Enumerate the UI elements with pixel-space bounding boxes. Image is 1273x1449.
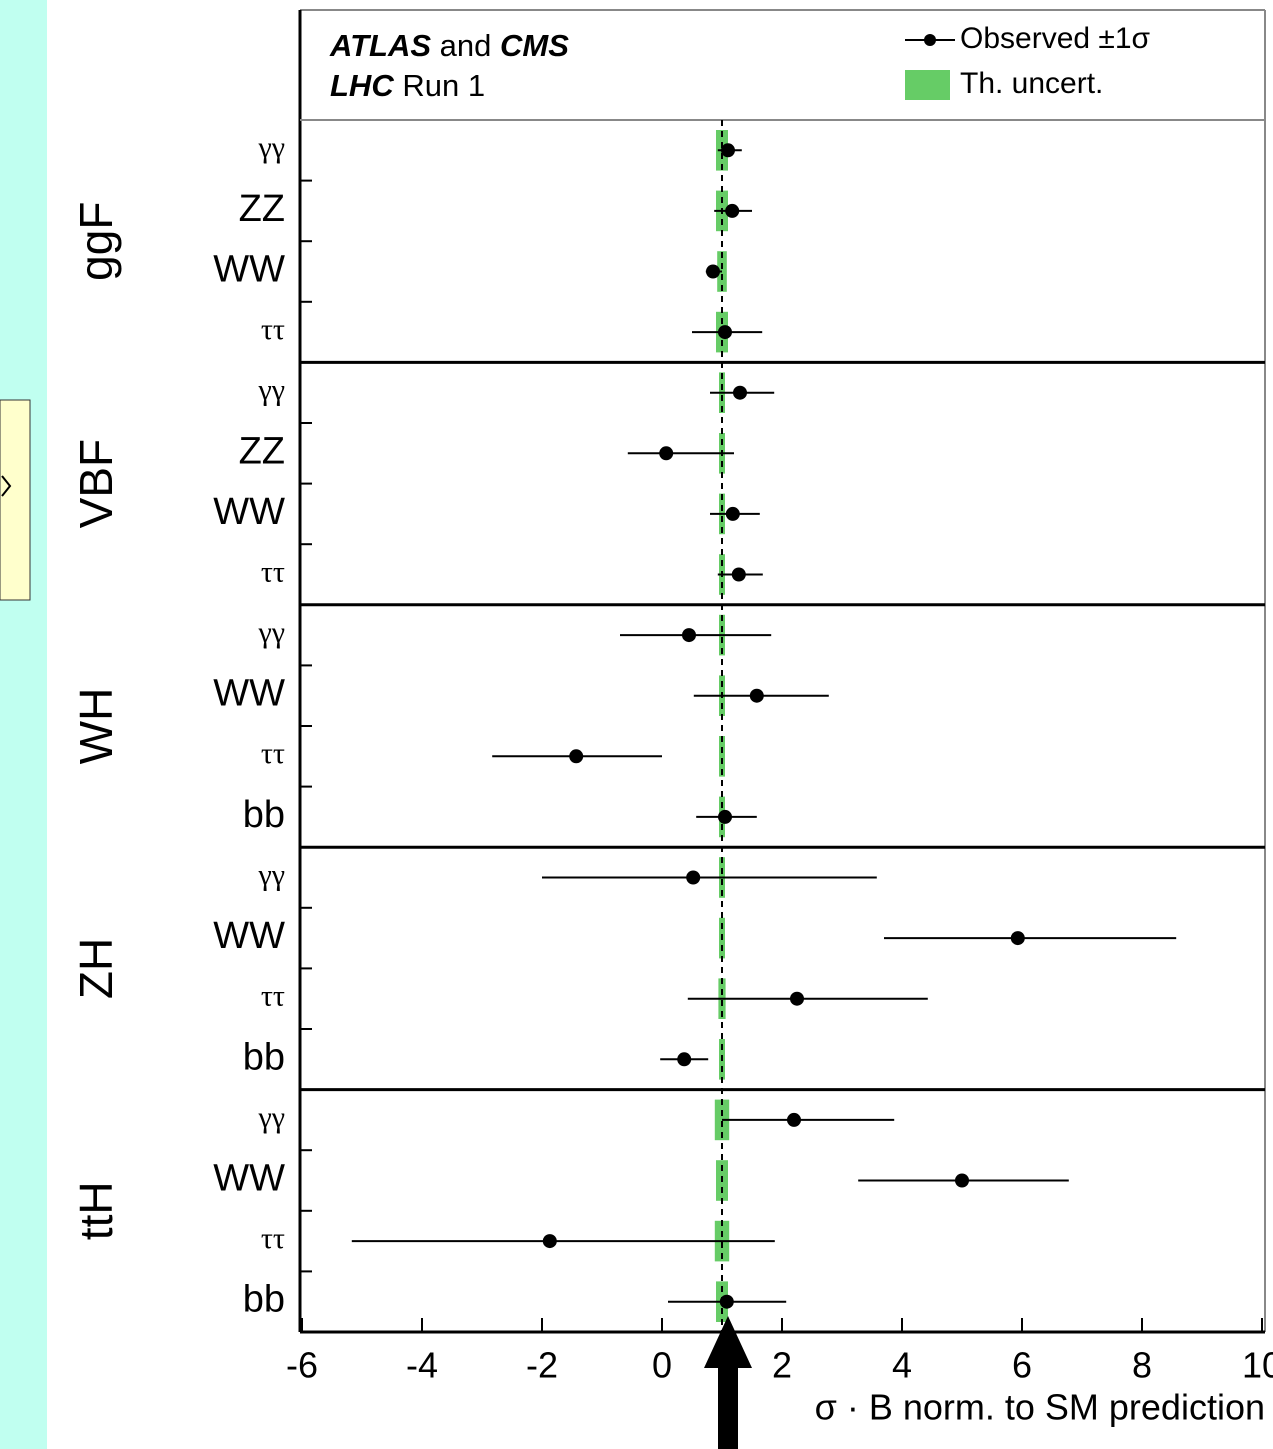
row-label: ττ (261, 1222, 285, 1255)
row-label: bb (243, 1036, 285, 1078)
observed-point (686, 870, 701, 885)
x-tick-label: 0 (652, 1345, 672, 1386)
observed-point (706, 264, 720, 279)
title-part: LHC (330, 68, 394, 103)
row-label: WW (213, 673, 285, 715)
legend-label: Th. uncert. (960, 67, 1103, 100)
observed-point (790, 991, 804, 1006)
group-label: ZH (70, 938, 122, 999)
x-tick-label: 8 (1132, 1345, 1152, 1386)
row-label: WW (213, 491, 285, 533)
row-label: bb (243, 794, 285, 836)
row-label: WW (213, 249, 285, 291)
observed-point (718, 809, 732, 824)
observed-point (542, 1234, 557, 1249)
title-part: and (440, 28, 492, 63)
x-tick-label: -2 (526, 1345, 558, 1386)
observed-point (749, 688, 764, 703)
observed-point (718, 325, 732, 340)
title-part: Run 1 (402, 68, 485, 103)
x-tick-label: 6 (1012, 1345, 1032, 1386)
row-label: ZZ (239, 430, 285, 472)
plot-area: -6 -4 -2 0 2 4 6 8 10 ggF γγ ZZ WW ττ VBF γγ ZZ WW ττ WH γγ W… (70, 119, 1273, 1386)
row-label: γγ (257, 1101, 285, 1134)
observed-point (721, 143, 735, 158)
row-label: ττ (261, 980, 285, 1013)
row-label: WW (213, 915, 285, 957)
group-label: WH (70, 688, 122, 765)
group-label: VBF (70, 439, 122, 528)
observed-point (955, 1173, 969, 1188)
legend-swatch (905, 70, 950, 100)
title-line-1: ATLAS and CMS (329, 28, 569, 63)
observed-point (725, 203, 740, 218)
row-label: γγ (257, 374, 285, 407)
row-label: ττ (261, 737, 285, 770)
observed-point (677, 1052, 692, 1067)
side-tab[interactable] (0, 399, 31, 601)
group-label: ggF (70, 202, 122, 281)
side-tab-chevron (1, 475, 12, 497)
observed-point (569, 749, 584, 764)
x-tick-label: -6 (286, 1345, 318, 1386)
row-label: bb (243, 1279, 285, 1321)
title-part: ATLAS (329, 28, 431, 63)
title-part: CMS (500, 28, 569, 63)
observed-point (1010, 931, 1025, 946)
group-label: ttH (70, 1181, 122, 1240)
row-label: WW (213, 1158, 285, 1200)
x-tick-label: 2 (772, 1345, 792, 1386)
x-tick-label: 10 (1242, 1345, 1273, 1386)
pointer-arrow (704, 1316, 752, 1449)
row-label: ττ (261, 555, 285, 588)
legend-marker (924, 34, 936, 46)
x-axis-label: σ · B norm. to SM prediction (815, 1387, 1265, 1428)
row-label: γγ (257, 131, 285, 164)
observed-point (659, 446, 674, 461)
row-label: γγ (257, 616, 285, 649)
x-tick-label: 4 (892, 1345, 912, 1386)
observed-point (725, 506, 740, 521)
observed-point (682, 628, 696, 643)
row-label: γγ (257, 858, 285, 891)
legend-label: Observed ±1σ (960, 22, 1151, 55)
chart-panel (47, 0, 1273, 1449)
row-label: ττ (261, 313, 285, 346)
observed-point (733, 385, 747, 400)
row-label: ZZ (239, 188, 285, 230)
title-line-2: LHC Run 1 (330, 68, 485, 103)
theory-band (719, 736, 725, 777)
observed-point (787, 1112, 801, 1127)
observed-point (731, 567, 746, 582)
observed-point (719, 1294, 734, 1309)
x-tick-label: -4 (406, 1345, 438, 1386)
